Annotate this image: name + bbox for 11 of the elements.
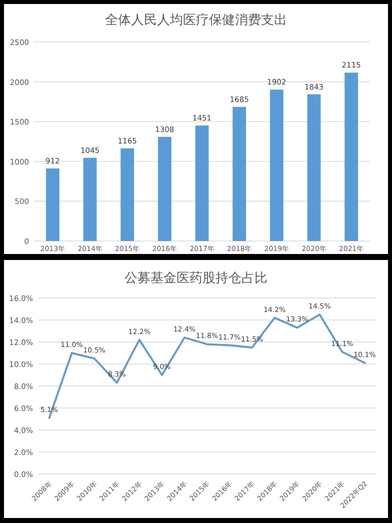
bar xyxy=(344,72,358,241)
bar xyxy=(158,136,172,241)
bar xyxy=(120,148,134,241)
bar xyxy=(232,106,246,241)
bar xyxy=(83,158,97,241)
bar xyxy=(46,168,60,241)
bar xyxy=(270,90,284,241)
bar xyxy=(195,126,209,241)
chart-title: 公募基金医药股持仓占比 xyxy=(124,271,268,286)
bar xyxy=(307,94,321,241)
chart-title: 全体人民人均医疗保健消费支出 xyxy=(105,13,287,28)
